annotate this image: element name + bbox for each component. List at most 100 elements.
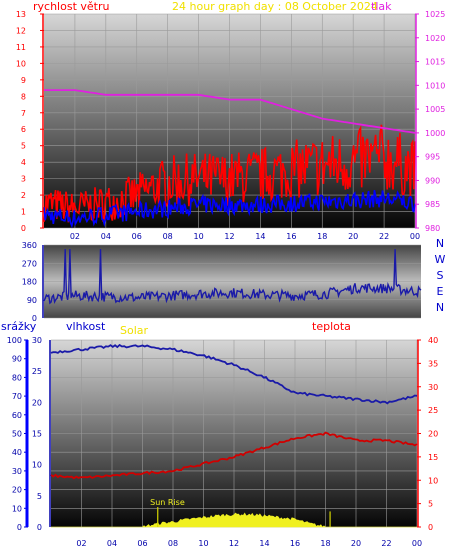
wind-speed-tick-label: 10: [16, 59, 26, 68]
time-tick-label: 06: [137, 539, 147, 548]
wind-speed-tick-label: 6: [21, 125, 26, 134]
time-tick-label: 08: [163, 232, 173, 241]
time-tick-label: 04: [101, 232, 111, 241]
humidity-tick-label: 15: [32, 430, 42, 439]
time-tick-label: 16: [290, 539, 300, 548]
temperature-tick-label: 15: [428, 453, 438, 462]
wind-speed-tick-label: 5: [21, 142, 26, 151]
rain-tick-label: 100: [7, 336, 22, 345]
wind-speed-tick-label: 12: [16, 26, 26, 35]
rain-tick-label: 70: [12, 392, 22, 401]
humidity-tick-label: 20: [32, 398, 42, 407]
time-tick-label: 12: [229, 539, 239, 548]
rain-tick-label: 80: [12, 373, 22, 382]
rain-axis-title: srážky: [1, 320, 37, 333]
rain-tick-label: 60: [12, 411, 22, 420]
wind-direction-line: [43, 249, 422, 305]
sunrise-label: Sun Rise: [150, 498, 185, 507]
pressure-tick-label: 990: [425, 176, 440, 185]
temperature-tick-label: 0: [428, 523, 433, 532]
temperature-tick-label: 35: [428, 359, 438, 368]
time-tick-label: 00: [410, 232, 420, 241]
rain-tick-label: 0: [17, 523, 22, 532]
time-tick-label: 20: [351, 539, 361, 548]
time-tick-label: 02: [76, 539, 86, 548]
temperature-tick-label: 10: [428, 476, 438, 485]
time-tick-label: 12: [224, 232, 234, 241]
time-tick-label: 14: [255, 232, 265, 241]
pressure-tick-label: 995: [425, 153, 440, 162]
temperature-tick-label: 40: [428, 336, 438, 345]
rain-tick-label: 40: [12, 448, 22, 457]
humidity-tick-label: 0: [37, 523, 42, 532]
direction-tick-label: 0: [32, 314, 37, 323]
rain-tick-label: 10: [12, 504, 22, 513]
pressure-line: [44, 89, 416, 134]
temperature-tick-label: 5: [428, 500, 433, 509]
wind-speed-tick-label: 11: [16, 43, 26, 52]
pressure-tick-label: 1020: [425, 34, 445, 43]
time-tick-label: 16: [286, 232, 296, 241]
time-tick-label: 18: [317, 232, 327, 241]
solar-area: [51, 512, 417, 528]
time-tick-label: 06: [132, 232, 142, 241]
pressure-tick-label: 1010: [425, 81, 445, 90]
wind-speed-tick-label: 4: [21, 158, 26, 167]
time-tick-label: 04: [107, 539, 117, 548]
wind-speed-tick-label: 0: [21, 224, 26, 233]
compass-label: N: [436, 237, 444, 250]
wind-gust-line: [43, 124, 416, 223]
time-tick-label: 10: [193, 232, 203, 241]
humidity-tick-label: 25: [32, 367, 42, 376]
temperature-tick-label: 30: [428, 383, 438, 392]
time-tick-label: 22: [381, 539, 391, 548]
rain-tick-label: 90: [12, 355, 22, 364]
wind-speed-tick-label: 9: [21, 76, 26, 85]
wind-speed-tick-label: 3: [21, 175, 26, 184]
wind-speed-tick-label: 13: [16, 10, 26, 19]
pressure-tick-label: 985: [425, 200, 440, 209]
compass-label: E: [437, 285, 444, 298]
pressure-tick-label: 980: [425, 224, 440, 233]
humidity-axis-title: vlhkost: [66, 320, 106, 333]
pressure-tick-label: 1015: [425, 58, 445, 67]
wind-average-line: [43, 190, 416, 229]
temperature-tick-label: 20: [428, 430, 438, 439]
temperature-axis-title: teplota: [312, 320, 351, 333]
temperature-tick-label: 25: [428, 406, 438, 415]
time-tick-label: 00: [412, 539, 422, 548]
direction-tick-label: 90: [27, 296, 37, 305]
compass-label: S: [437, 269, 444, 282]
wind-speed-tick-label: 8: [21, 92, 26, 101]
pressure-tick-label: 1005: [425, 105, 445, 114]
time-tick-label: 08: [168, 539, 178, 548]
direction-tick-label: 180: [22, 278, 37, 287]
wind-speed-tick-label: 7: [21, 109, 26, 118]
time-tick-label: 14: [259, 539, 269, 548]
solar-label: Solar: [120, 324, 149, 337]
direction-tick-label: 270: [22, 259, 37, 268]
direction-tick-label: 360: [22, 241, 37, 250]
wind-speed-tick-label: 1: [21, 208, 26, 217]
time-tick-label: 18: [320, 539, 330, 548]
pressure-axis-title: tlak: [371, 0, 392, 13]
time-tick-label: 10: [198, 539, 208, 548]
humidity-tick-label: 10: [32, 461, 42, 470]
humidity-tick-label: 5: [37, 492, 42, 501]
chart-title: 24 hour graph day : 08 October 2024: [172, 0, 378, 13]
compass-label: N: [436, 301, 444, 314]
time-tick-label: 02: [70, 232, 80, 241]
rain-tick-label: 20: [12, 486, 22, 495]
humidity-tick-label: 30: [32, 336, 42, 345]
pressure-tick-label: 1000: [425, 129, 445, 138]
time-tick-label: 22: [379, 232, 389, 241]
time-tick-label: 20: [348, 232, 358, 241]
humidity-line: [50, 343, 418, 405]
pressure-tick-label: 1025: [425, 10, 445, 19]
wind-speed-tick-label: 2: [21, 191, 26, 200]
rain-tick-label: 50: [12, 430, 22, 439]
wind-speed-axis-title: rychlost větru: [33, 0, 109, 13]
compass-label: W: [435, 253, 446, 266]
rain-tick-label: 30: [12, 467, 22, 476]
